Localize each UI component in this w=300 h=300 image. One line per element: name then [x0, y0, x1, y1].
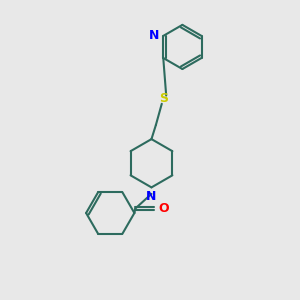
Text: S: S [159, 92, 168, 105]
Text: O: O [158, 202, 169, 215]
Text: N: N [146, 190, 157, 203]
Text: N: N [149, 29, 160, 42]
